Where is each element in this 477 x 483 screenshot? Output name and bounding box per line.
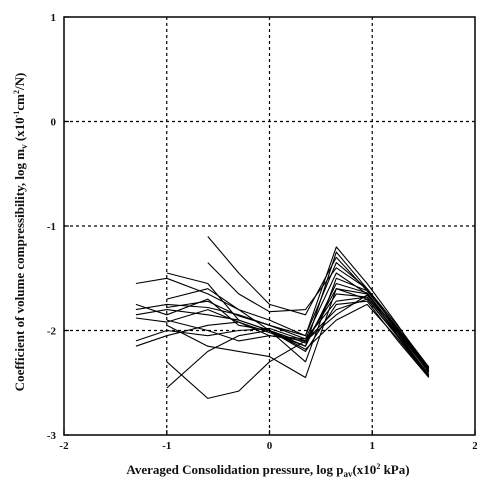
series-line-8 — [207, 236, 430, 369]
series-line-16 — [166, 262, 430, 370]
series-line-13 — [207, 262, 430, 368]
y-tick-label: -1 — [47, 221, 56, 233]
y-axis-label: Coefficient of volume compressibility, l… — [12, 73, 29, 392]
x-tick-label: 0 — [267, 440, 273, 452]
series-line-7 — [166, 303, 430, 389]
grid — [64, 17, 475, 435]
x-axis-label: Averaged Consolidation pressure, log pav… — [126, 462, 409, 479]
ticks: -2 -1 0 1 2-3-2-101 — [47, 12, 477, 452]
series-line-15 — [135, 298, 430, 377]
x-tick-label: -2 — [59, 440, 69, 452]
y-tick-label: 0 — [51, 117, 57, 129]
x-tick-label: -1 — [162, 440, 171, 452]
x-tick-label: 2 — [472, 440, 477, 452]
y-tick-label: -3 — [47, 430, 57, 442]
series-line-4 — [135, 246, 430, 371]
series-line-14 — [166, 272, 430, 372]
series-line-12 — [135, 296, 430, 376]
y-tick-label: -2 — [47, 326, 57, 338]
x-tick-label: 1 — [370, 440, 376, 452]
y-tick-label: 1 — [51, 12, 57, 24]
series-layer — [135, 236, 430, 399]
series-line-1 — [135, 272, 430, 373]
